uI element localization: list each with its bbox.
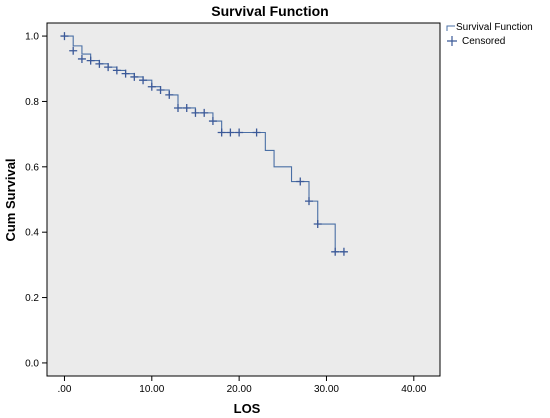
censored-marker — [217, 128, 226, 137]
y-tick-label: 0.2 — [25, 293, 39, 304]
x-tick-label: .00 — [58, 384, 72, 395]
censored-marker — [331, 247, 340, 256]
censored-marker — [60, 32, 69, 41]
legend: Survival Function Censored — [446, 22, 533, 47]
series-layer — [60, 32, 348, 256]
x-axis-label: LOS — [234, 401, 261, 416]
censored-marker — [191, 108, 200, 117]
censored-marker — [226, 128, 235, 137]
censored-marker — [86, 56, 95, 65]
chart-title: Survival Function — [211, 3, 328, 19]
x-tick-label: 10.00 — [139, 384, 164, 395]
legend-survival-swatch — [446, 25, 455, 31]
y-axis-label: Cum Survival — [3, 158, 18, 241]
censored-marker — [182, 103, 191, 112]
censored-marker — [95, 59, 104, 68]
censored-marker — [339, 247, 348, 256]
y-tick-label: 1.0 — [25, 32, 39, 43]
legend-survival-label: Survival Function — [456, 22, 533, 33]
censored-marker — [69, 46, 78, 55]
censored-marker — [235, 128, 244, 137]
censored-marker — [208, 117, 217, 126]
y-tick-label: 0.6 — [25, 162, 39, 173]
censored-marker — [200, 108, 209, 117]
censored-marker — [147, 82, 156, 91]
censored-marker — [139, 76, 148, 85]
y-tick-label: 0.4 — [25, 228, 39, 239]
censored-marker — [252, 128, 261, 137]
censored-marker — [130, 72, 139, 81]
censored-marker — [121, 69, 130, 78]
censored-marker — [165, 90, 174, 99]
censored-marker — [305, 197, 313, 206]
censored-marker — [112, 66, 121, 75]
x-tick-label: 20.00 — [227, 384, 252, 395]
x-axis: .00 10.00 20.00 30.00 40.00 — [58, 376, 427, 395]
censored-marker — [104, 63, 113, 72]
legend-censored-swatch — [447, 36, 457, 46]
plot-area — [46, 22, 441, 377]
x-tick-label: 40.00 — [401, 384, 426, 395]
y-axis: 0.0 0.2 0.4 0.6 0.8 1.0 — [25, 32, 47, 369]
censored-marker — [174, 103, 182, 112]
x-tick-label: 30.00 — [314, 384, 339, 395]
censored-marker — [296, 177, 305, 186]
y-tick-label: 0.0 — [25, 358, 39, 369]
censored-marker — [77, 54, 86, 63]
y-tick-label: 0.8 — [25, 97, 39, 108]
legend-censored-label: Censored — [462, 36, 505, 47]
censored-marker — [156, 86, 165, 95]
censored-marker — [313, 220, 322, 229]
